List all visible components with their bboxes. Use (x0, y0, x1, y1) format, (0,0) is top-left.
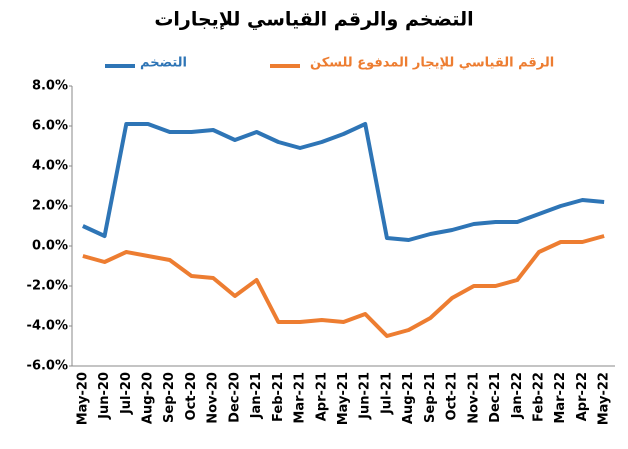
x-tick-label: Jul-20 (119, 372, 134, 415)
x-tick-label: May-22 (597, 372, 612, 425)
chart-title: التضخم والرقم القياسي للإيجارات (154, 9, 473, 31)
legend-label: التضخم (140, 56, 187, 71)
x-tick-label: Jan-21 (249, 372, 264, 419)
x-tick-label: Apr-21 (314, 372, 329, 421)
x-tick-label: Mar-22 (553, 372, 568, 424)
x-tick-label: Aug-20 (141, 372, 156, 424)
series-line (82, 234, 605, 338)
y-tick-label: -2.0% (27, 279, 68, 294)
x-tick-label: Jun-21 (358, 372, 373, 420)
x-tick-label: May-20 (75, 372, 90, 425)
y-tick-label: -4.0% (27, 319, 68, 334)
y-tick-label: 4.0% (32, 159, 68, 174)
x-tick-label: Jan-22 (510, 372, 525, 419)
x-tick-label: Sep-21 (423, 372, 438, 423)
x-tick-label: Feb-21 (271, 372, 286, 422)
x-tick-label: Dec-21 (488, 372, 503, 423)
x-tick-label: Mar-21 (293, 372, 308, 424)
y-tick-label: 6.0% (32, 119, 68, 134)
x-tick-label: Nov-20 (206, 372, 221, 424)
x-tick-label: Sep-20 (162, 372, 177, 423)
x-tick-label: Aug-21 (401, 372, 416, 424)
x-tick-label: Oct-21 (445, 372, 460, 420)
x-tick-label: Nov-21 (466, 372, 481, 424)
x-tick-label: Jul-21 (379, 372, 394, 415)
x-tick-label: Jun-20 (97, 372, 112, 420)
y-tick-label: -6.0% (27, 359, 68, 374)
y-tick-label: 2.0% (32, 199, 68, 214)
legend-label: الرقم القياسي للإيجار المدفوع للسكن (310, 56, 554, 71)
x-tick-label: Dec-20 (227, 372, 242, 423)
y-tick-label: 8.0% (32, 79, 68, 94)
x-tick-label: Apr-22 (575, 372, 590, 421)
y-tick-label: 0.0% (32, 239, 68, 254)
x-tick-label: Feb-22 (531, 372, 546, 422)
series-line (82, 122, 605, 242)
x-tick-label: May-21 (336, 372, 351, 425)
x-tick-label: Oct-20 (184, 372, 199, 420)
